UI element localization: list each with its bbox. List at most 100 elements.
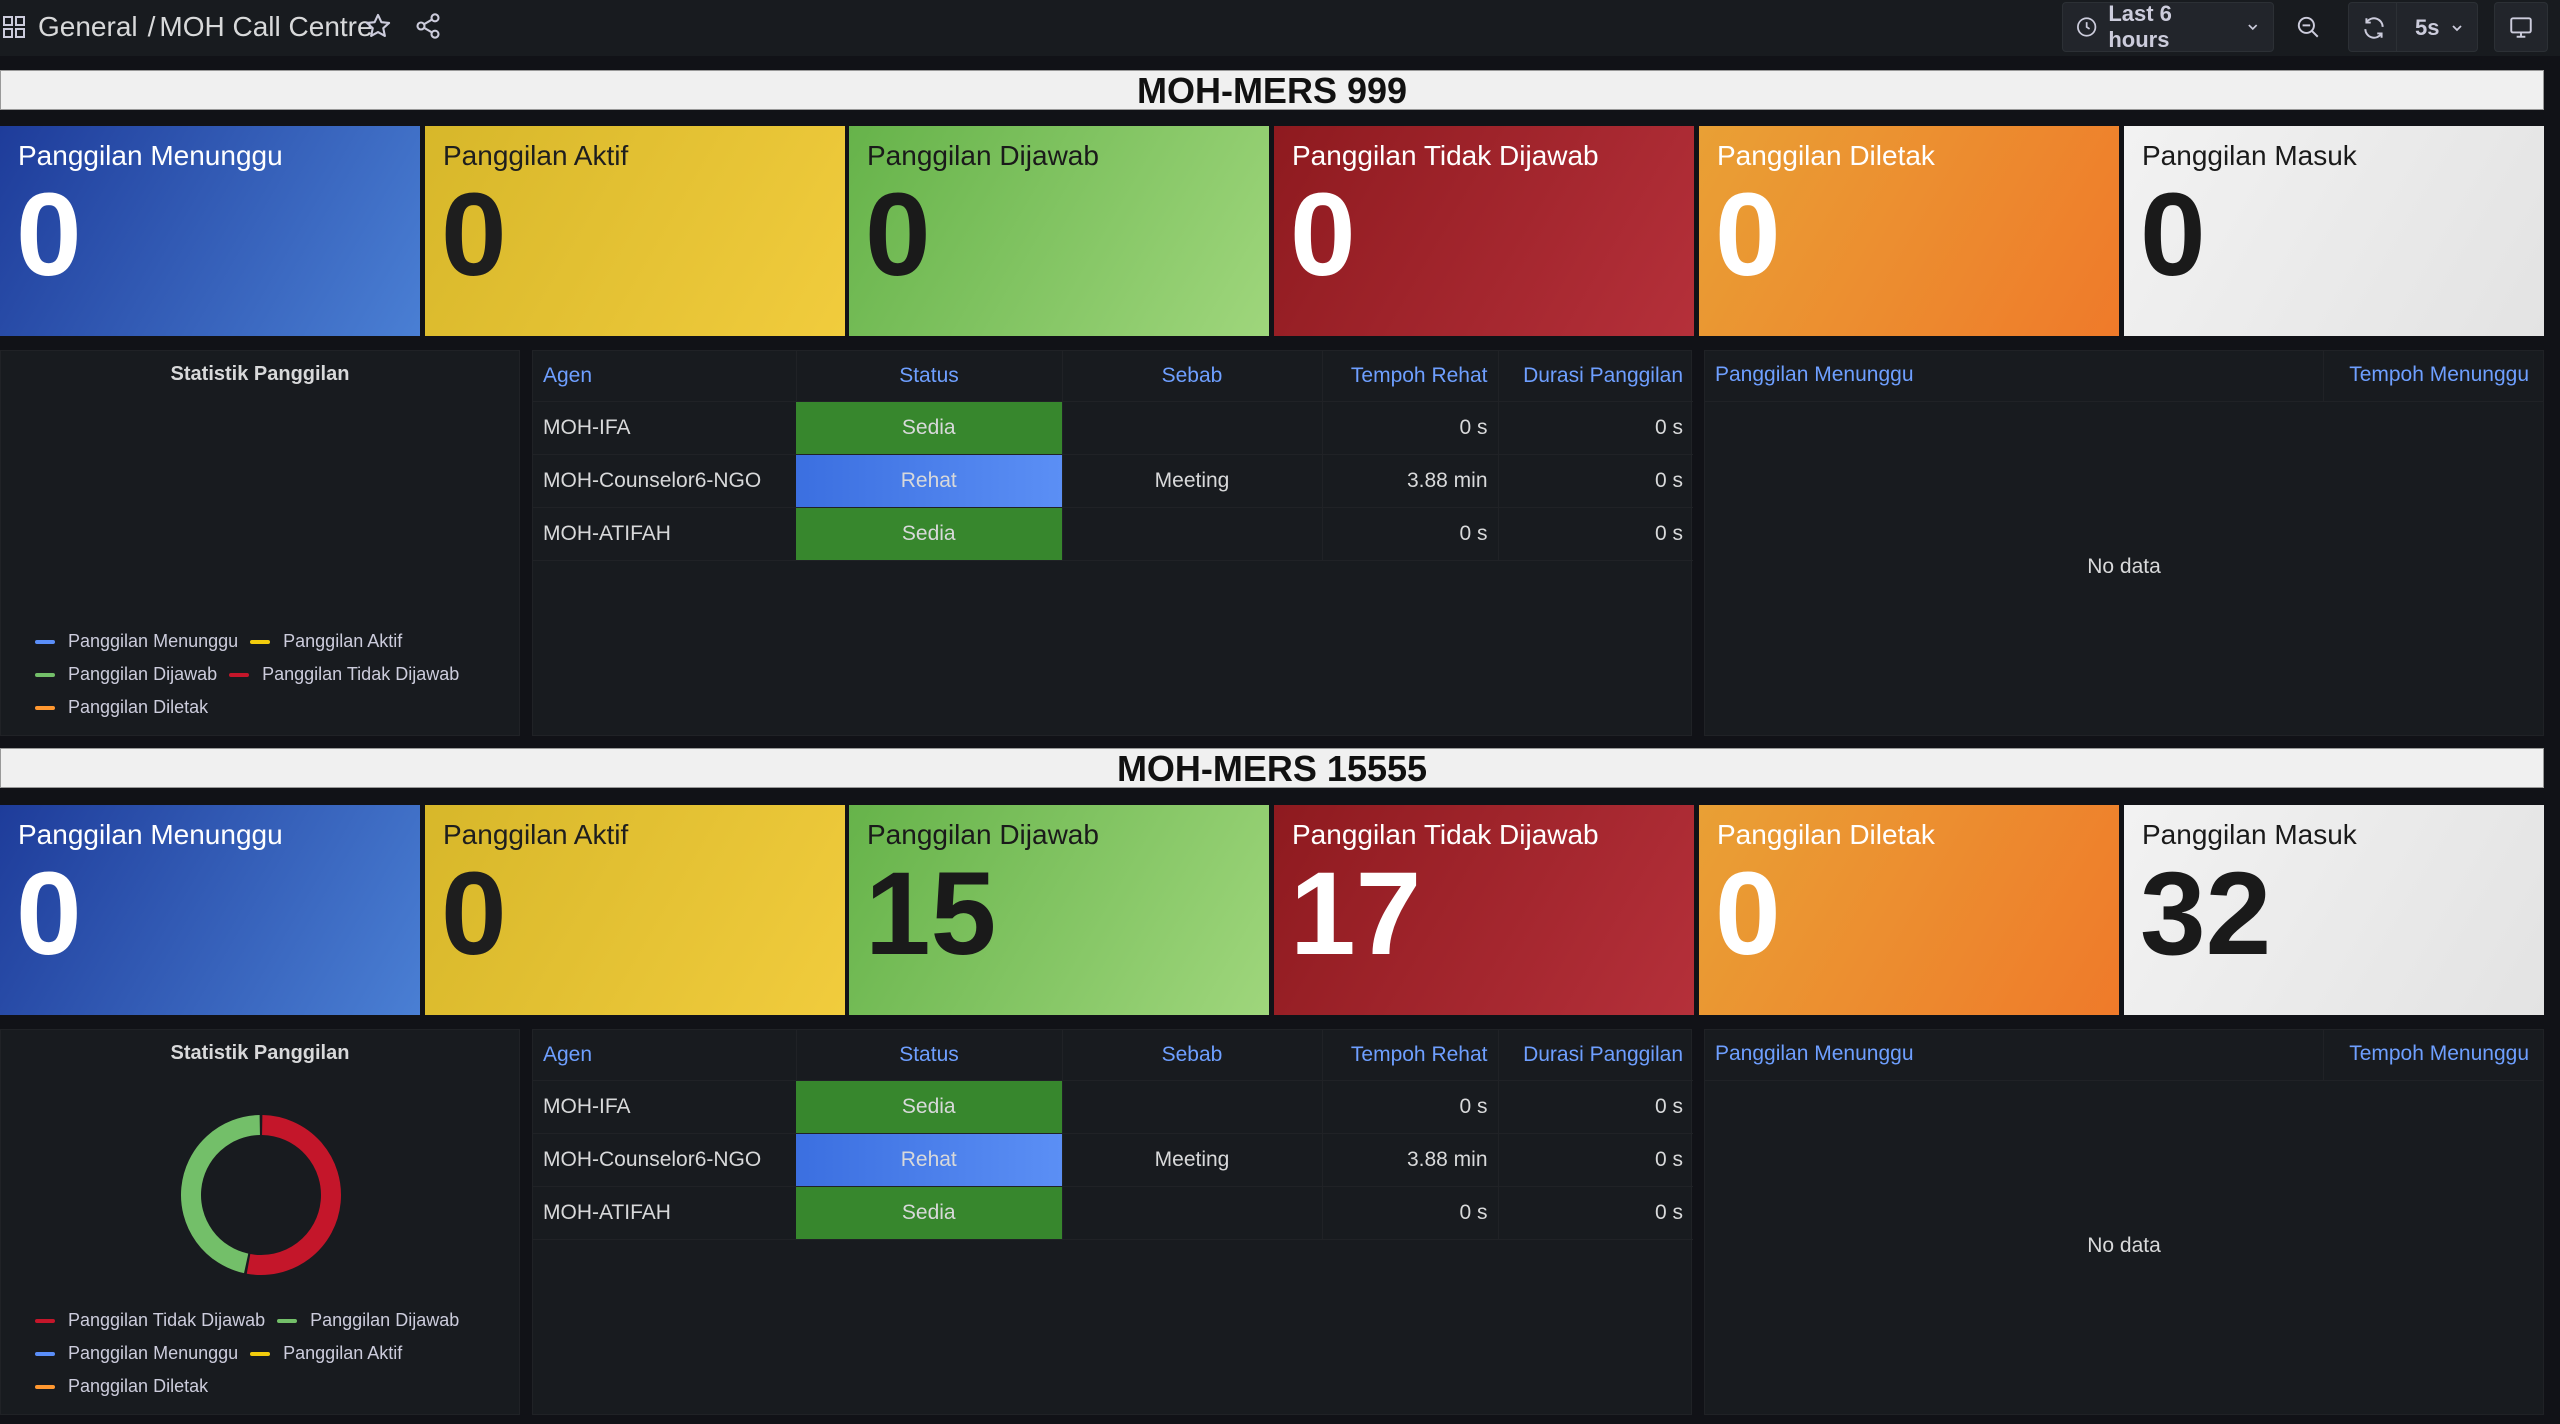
- legend-item[interactable]: Panggilan Dijawab: [35, 664, 217, 685]
- breadcrumb-page[interactable]: MOH Call Centre: [159, 11, 373, 42]
- column-divider: [2323, 1030, 2324, 1080]
- table-row: MOH-Counselor6-NGO Rehat Meeting 3.88 mi…: [533, 1133, 1693, 1187]
- legend-swatch: [250, 639, 271, 644]
- table-row: MOH-ATIFAH Sedia 0 s 0 s: [533, 507, 1693, 561]
- cell-break-time: 3.88 min: [1321, 454, 1498, 508]
- refresh-icon[interactable]: [2361, 15, 2387, 41]
- stat-value: 0: [441, 169, 507, 301]
- legend-swatch: [35, 672, 55, 677]
- stat-title: Panggilan Diletak: [1717, 140, 1935, 171]
- agent-status-panel: Agen Status Sebab Tempoh Rehat Durasi Pa…: [532, 1029, 1693, 1415]
- stat-title: Panggilan Diletak: [1717, 819, 1935, 850]
- time-range-picker[interactable]: Last 6 hours: [2062, 1, 2274, 52]
- statistik-panggilan-panel: Statistik Panggilan Panggilan Menunggu P…: [0, 350, 520, 736]
- stat-title: Panggilan Dijawab: [867, 140, 1099, 171]
- legend-label: Panggilan Menunggu: [68, 1343, 239, 1363]
- cell-agent: MOH-ATIFAH: [533, 507, 796, 561]
- col-header-tempoh-rehat[interactable]: Tempoh Rehat: [1321, 1030, 1498, 1081]
- legend-item[interactable]: Panggilan Diletak: [35, 697, 208, 718]
- legend-swatch: [250, 1351, 271, 1356]
- col-header-panggilan-menunggu[interactable]: Panggilan Menunggu: [1715, 363, 1914, 386]
- stat-title: Panggilan Menunggu: [18, 819, 283, 850]
- stat-value: 0: [865, 169, 931, 301]
- legend-item[interactable]: Panggilan Menunggu: [35, 1343, 238, 1364]
- col-header-durasi-panggilan[interactable]: Durasi Panggilan: [1497, 1030, 1693, 1081]
- panel-title: Statistik Panggilan: [170, 1042, 350, 1064]
- stat-panggilan-diletak: Panggilan Diletak 0: [1699, 126, 2119, 336]
- cell-agent: MOH-IFA: [533, 1080, 796, 1134]
- refresh-interval-label[interactable]: 5s: [2415, 15, 2440, 40]
- legend-item[interactable]: Panggilan Aktif: [250, 631, 402, 652]
- legend-item[interactable]: Panggilan Aktif: [250, 1343, 402, 1364]
- col-header-tempoh-rehat[interactable]: Tempoh Rehat: [1321, 351, 1498, 402]
- row-title-mers-15555[interactable]: MOH-MERS 15555: [0, 748, 2544, 789]
- legend-swatch: [35, 1318, 55, 1323]
- breadcrumb: General / MOH Call Centre: [38, 11, 373, 43]
- col-header-tempoh-menunggu[interactable]: Tempoh Menunggu: [2349, 1042, 2529, 1065]
- cell-status: Rehat: [796, 454, 1062, 508]
- time-range-label: Last 6 hours: [2108, 1, 2172, 52]
- stat-panggilan-tidak-dijawab: Panggilan Tidak Dijawab 0: [1274, 126, 1694, 336]
- stat-value: 32: [2140, 848, 2272, 980]
- col-header-status[interactable]: Status: [795, 1030, 1062, 1081]
- cell-agent: MOH-Counselor6-NGO: [533, 454, 796, 508]
- legend-item[interactable]: Panggilan Menunggu: [35, 631, 238, 652]
- stat-title: Panggilan Masuk: [2142, 140, 2357, 171]
- cell-agent: MOH-Counselor6-NGO: [533, 1133, 796, 1187]
- stat-panggilan-dijawab: Panggilan Dijawab 0: [849, 126, 1269, 336]
- cell-break-time: 0 s: [1321, 1186, 1498, 1240]
- cell-reason: [1061, 1186, 1322, 1240]
- waiting-calls-panel: Panggilan Menunggu Tempoh Menunggu No da…: [1704, 1029, 2544, 1415]
- stat-panggilan-aktif: Panggilan Aktif 0: [425, 805, 845, 1015]
- legend-item[interactable]: Panggilan Dijawab: [277, 1310, 459, 1331]
- call-stats-donut-chart: [181, 1115, 341, 1275]
- stat-panggilan-masuk: Panggilan Masuk 32: [2124, 805, 2544, 1015]
- agent-table: Agen Status Sebab Tempoh Rehat Durasi Pa…: [533, 351, 1693, 561]
- header-divider: [1705, 1080, 2543, 1081]
- legend-label: Panggilan Aktif: [283, 631, 403, 651]
- legend-swatch: [35, 705, 55, 710]
- legend-item[interactable]: Panggilan Diletak: [35, 1376, 208, 1397]
- legend-swatch: [35, 1351, 55, 1356]
- stat-value: 15: [865, 848, 997, 980]
- legend-item[interactable]: Panggilan Tidak Dijawab: [35, 1310, 265, 1331]
- apps-grid-icon[interactable]: [3, 16, 25, 38]
- header-divider: [1705, 401, 2543, 402]
- legend-swatch: [35, 639, 55, 644]
- cell-break-time: 3.88 min: [1321, 1133, 1498, 1187]
- col-header-tempoh-menunggu[interactable]: Tempoh Menunggu: [2349, 363, 2529, 386]
- col-header-durasi-panggilan[interactable]: Durasi Panggilan: [1497, 351, 1693, 402]
- cell-reason: [1061, 401, 1322, 455]
- table-row: MOH-ATIFAH Sedia 0 s 0 s: [533, 1186, 1693, 1240]
- breadcrumb-root[interactable]: General: [38, 11, 138, 42]
- top-navbar: General / MOH Call Centre Last 6 hours 5s: [0, 0, 2560, 56]
- col-header-agen[interactable]: Agen: [533, 351, 796, 402]
- legend-label: Panggilan Dijawab: [68, 664, 218, 684]
- chevron-down-icon: [2248, 24, 2258, 31]
- legend-label: Panggilan Menunggu: [68, 631, 239, 651]
- stat-value: 0: [441, 848, 507, 980]
- donut-slice-panggilan-dijawab[interactable]: [181, 1115, 261, 1274]
- stat-panggilan-masuk: Panggilan Masuk 0: [2124, 126, 2544, 336]
- col-header-sebab[interactable]: Sebab: [1061, 1030, 1322, 1081]
- row-title-mers-999[interactable]: MOH-MERS 999: [0, 70, 2544, 111]
- table-header-row: Agen Status Sebab Tempoh Rehat Durasi Pa…: [533, 1030, 1693, 1081]
- col-header-status[interactable]: Status: [795, 351, 1062, 402]
- refresh-divider: [2396, 2, 2397, 52]
- col-header-panggilan-menunggu[interactable]: Panggilan Menunggu: [1715, 1042, 1914, 1065]
- tv-mode-button[interactable]: [2494, 2, 2548, 52]
- cell-status: Sedia: [796, 1080, 1062, 1134]
- star-icon[interactable]: [364, 12, 392, 40]
- waiting-calls-panel: Panggilan Menunggu Tempoh Menunggu No da…: [1704, 350, 2544, 736]
- cell-reason: [1061, 507, 1322, 561]
- donut-slice-panggilan-tidak-dijawab[interactable]: [246, 1115, 341, 1275]
- cell-call-duration: 0 s: [1497, 1133, 1693, 1187]
- legend-item[interactable]: Panggilan Tidak Dijawab: [229, 664, 459, 685]
- share-icon[interactable]: [414, 12, 442, 40]
- col-header-agen[interactable]: Agen: [533, 1030, 796, 1081]
- stat-value: 0: [1290, 169, 1356, 301]
- refresh-picker[interactable]: 5s: [2348, 2, 2478, 52]
- col-header-sebab[interactable]: Sebab: [1061, 351, 1322, 402]
- zoom-out-button[interactable]: [2286, 2, 2330, 52]
- stat-title: Panggilan Tidak Dijawab: [1292, 819, 1599, 850]
